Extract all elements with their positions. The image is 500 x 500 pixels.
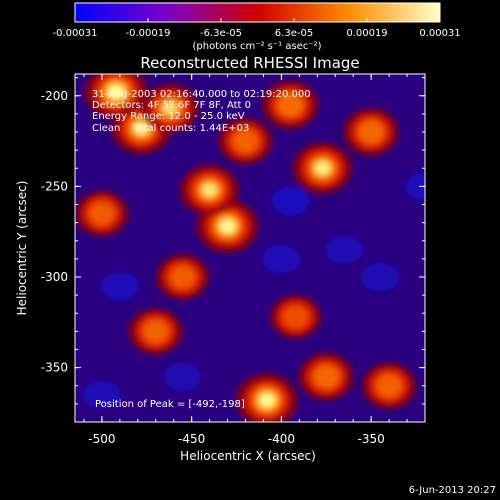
colorbar-unit-label: (photons cm⁻² s⁻¹ asec⁻²) bbox=[192, 41, 321, 52]
y-tick-label: -200 bbox=[41, 89, 68, 103]
bright-source bbox=[128, 308, 183, 355]
bright-source bbox=[343, 108, 399, 156]
y-tick-label: -350 bbox=[41, 361, 68, 375]
dim-region bbox=[360, 262, 400, 292]
bright-source bbox=[298, 353, 354, 401]
colorbar-tick-label: 0.00019 bbox=[346, 28, 387, 39]
bright-source bbox=[75, 191, 129, 237]
dim-region bbox=[325, 235, 364, 265]
x-tick-label: -450 bbox=[178, 432, 205, 446]
y-axis-label: Heliocentric Y (arcsec) bbox=[15, 181, 29, 316]
peak-position-label: Position of Peak = [-492,-198] bbox=[95, 399, 245, 410]
colorbar-tick-label: 6.3e-05 bbox=[275, 28, 313, 39]
chart-title: Reconstructed RHESSI Image bbox=[140, 54, 359, 72]
dim-region bbox=[163, 362, 202, 392]
dim-region bbox=[405, 171, 425, 201]
x-tick-label: -400 bbox=[268, 432, 295, 446]
bright-source bbox=[156, 254, 210, 300]
bright-source bbox=[270, 295, 321, 339]
bright-source bbox=[141, 83, 199, 133]
colorbar-tick-label: -0.00031 bbox=[53, 28, 98, 39]
bright-source bbox=[293, 142, 353, 194]
annotation-clean-counts: Clean Total counts: 1.44E+03 bbox=[92, 123, 249, 134]
annotation-time-range: 31-Aug-2003 02:16:40.000 to 02:19:20.000 bbox=[92, 89, 311, 100]
x-tick-label: -500 bbox=[88, 432, 115, 446]
dim-region bbox=[100, 271, 140, 301]
bright-source bbox=[180, 165, 239, 215]
y-tick-label: -250 bbox=[41, 179, 68, 193]
annotation-detectors: Detectors: 4F 5F 6F 7F 8F, Att 0 bbox=[92, 100, 251, 111]
dim-region bbox=[262, 244, 301, 274]
footer-date: 6-Jun-2013 20:27 bbox=[409, 485, 496, 496]
colorbar: -0.00031 -0.00019 -6.3e-05 6.3e-05 0.00019 0.… bbox=[53, 2, 461, 52]
x-tick-label: -350 bbox=[358, 432, 385, 446]
colorbar-tick-label: -6.3e-05 bbox=[200, 28, 242, 39]
bright-source bbox=[262, 80, 319, 129]
bright-source bbox=[218, 118, 273, 165]
y-tick-label: -300 bbox=[41, 270, 68, 284]
plot-area: -500 -450 -400 -350 -200 -250 -300 -350 bbox=[41, 73, 426, 446]
x-axis-label: Heliocentric X (arcsec) bbox=[180, 449, 316, 463]
colorbar-tick-label: -0.00019 bbox=[126, 28, 171, 39]
info-block: 31-Aug-2003 02:16:40.000 to 02:19:20.000… bbox=[92, 89, 311, 410]
bright-source bbox=[236, 373, 298, 422]
dim-region bbox=[82, 380, 122, 410]
annotation-energy: Energy Range: 12.0 - 25.0 keV bbox=[92, 111, 245, 122]
dim-region bbox=[271, 186, 310, 216]
colorbar-tick-label: 0.00031 bbox=[419, 28, 460, 39]
bright-source bbox=[362, 362, 416, 409]
